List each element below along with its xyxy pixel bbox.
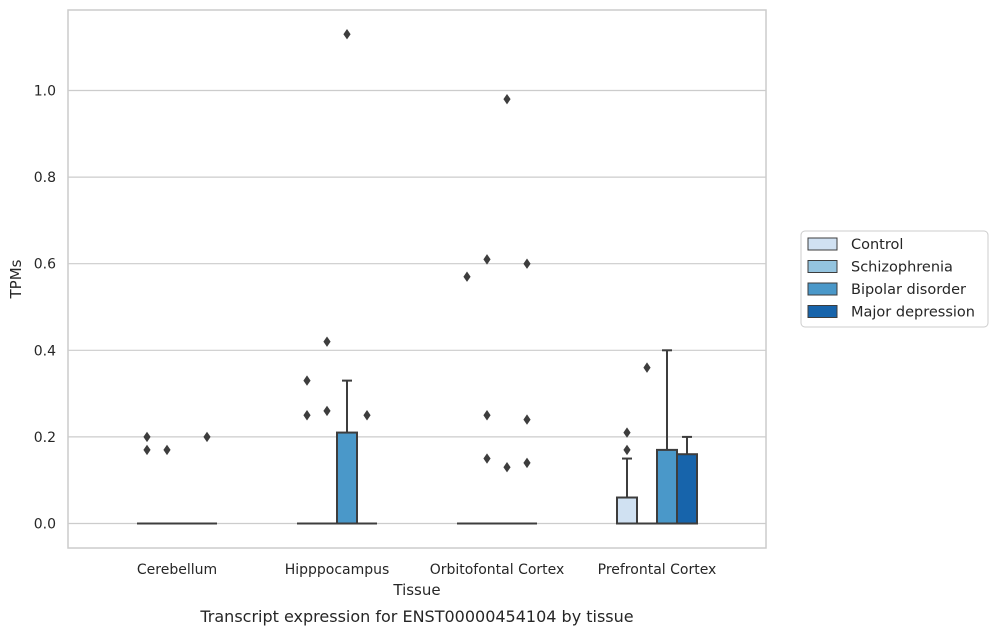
- outlier-point: [363, 410, 371, 421]
- outlier-point: [323, 405, 331, 417]
- legend-swatch: [807, 237, 838, 251]
- outlier-point: [523, 457, 531, 469]
- outlier-point: [483, 410, 491, 421]
- outlier-point: [303, 375, 311, 386]
- x-tick-label: Orbitofontal Cortex: [430, 562, 565, 578]
- x-tick-label: Cerebellum: [137, 562, 217, 578]
- x-tick-label: Prefrontal Cortex: [598, 562, 717, 578]
- outlier-point: [203, 431, 211, 443]
- box: [676, 453, 698, 525]
- outlier-point: [483, 453, 491, 464]
- y-tick-label: 0.6: [34, 257, 56, 273]
- plot-frame: [67, 9, 767, 549]
- x-tick-label: Hipppocampus: [285, 562, 390, 578]
- legend-frame: [800, 230, 989, 328]
- outlier-point: [343, 29, 351, 40]
- legend-label: Schizophrenia: [851, 260, 953, 276]
- legend-label: Bipolar disorder: [851, 282, 966, 298]
- legend-label: Major depression: [851, 305, 975, 321]
- y-tick-label: 0.4: [34, 343, 56, 359]
- y-tick-label: 1.0: [34, 84, 56, 100]
- outlier-point: [323, 336, 331, 347]
- box-control: [616, 457, 638, 525]
- box-major-depression: [676, 435, 698, 525]
- boxes: [137, 349, 698, 525]
- outlier-point: [303, 410, 311, 421]
- box-bipolar-disorder: [336, 379, 358, 525]
- legend-label: Control: [851, 237, 903, 253]
- box: [616, 496, 638, 525]
- x-axis-label: Tissue: [392, 581, 440, 599]
- outlier-point: [623, 444, 631, 456]
- outlier-point: [143, 431, 151, 443]
- y-tick-label: 0.2: [34, 430, 56, 446]
- y-axis-label: TPMs: [7, 259, 25, 299]
- outlier-point: [503, 93, 511, 105]
- outlier-point: [143, 444, 151, 456]
- box-bipolar-disorder: [656, 349, 678, 525]
- y-tick-labels: 0.0 0.2 0.4 0.6 0.8 1.0: [34, 84, 56, 533]
- outlier-point: [523, 414, 531, 425]
- outlier-point: [523, 258, 531, 269]
- outlier-point: [483, 254, 491, 265]
- outlier-point: [503, 462, 511, 473]
- x-tick-labels: Cerebellum Hipppocampus Orbitofontal Corte…: [137, 562, 716, 578]
- outlier-point: [623, 427, 631, 438]
- chart-caption: Transcript expression for ENST0000045410…: [199, 607, 633, 626]
- box: [336, 431, 358, 525]
- y-tick-label: 0.8: [34, 170, 56, 186]
- outliers: [143, 29, 651, 473]
- box: [656, 448, 678, 525]
- legend-swatch: [807, 305, 838, 318]
- legend-swatch: [807, 282, 838, 296]
- y-tick-label: 0.0: [34, 517, 56, 533]
- legend: Control Schizophrenia Bipolar disorder Majo…: [800, 230, 989, 328]
- legend-swatch: [807, 260, 838, 273]
- outlier-point: [463, 271, 471, 282]
- outlier-point: [163, 444, 171, 456]
- outlier-point: [643, 362, 651, 373]
